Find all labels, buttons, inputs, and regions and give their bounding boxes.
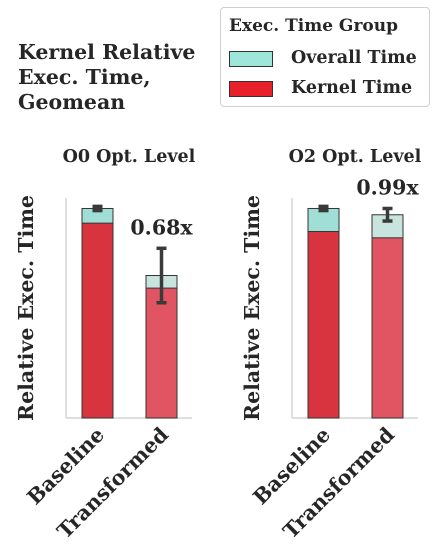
panel-0-error-bar-transformed: [156, 246, 167, 305]
legend-swatch-kernel: [229, 81, 273, 97]
panel-0-annotation-0: 0.68x: [130, 215, 193, 239]
panel-1-title: O2 Opt. Level: [289, 147, 422, 167]
panel-0-title: O0 Opt. Level: [63, 147, 196, 167]
panel-1-error-bar-baseline: [318, 204, 329, 213]
legend-label-overall: Overall Time: [291, 48, 417, 68]
panel-0-error-bar-baseline: [92, 204, 103, 213]
legend-swatch-overall: [229, 51, 273, 67]
panel-1-bar-kernel-transformed: [371, 237, 404, 419]
panel-1-annotation-0: 0.99x: [356, 175, 419, 199]
panel-1-x-tick-transformed: Transformed: [278, 423, 399, 544]
panel-1-bar-kernel-baseline: [307, 231, 340, 419]
panel-0-bar-kernel-transformed: [145, 287, 178, 419]
legend: Exec. Time Group Overall Time Kernel Tim…: [220, 7, 430, 107]
panel-0-x-tick-transformed: Transformed: [52, 423, 173, 544]
figure-title: Kernel Relative Exec. Time, Geomean: [18, 40, 196, 114]
legend-title: Exec. Time Group: [229, 16, 398, 36]
panel-1-error-bar-transformed: [382, 206, 393, 223]
legend-label-kernel: Kernel Time: [291, 78, 413, 98]
panel-0-y-axis-label: Relative Exec. Time: [14, 195, 38, 421]
panel-1-y-axis-label: Relative Exec. Time: [240, 195, 264, 421]
panel-0-bar-kernel-baseline: [81, 222, 114, 419]
